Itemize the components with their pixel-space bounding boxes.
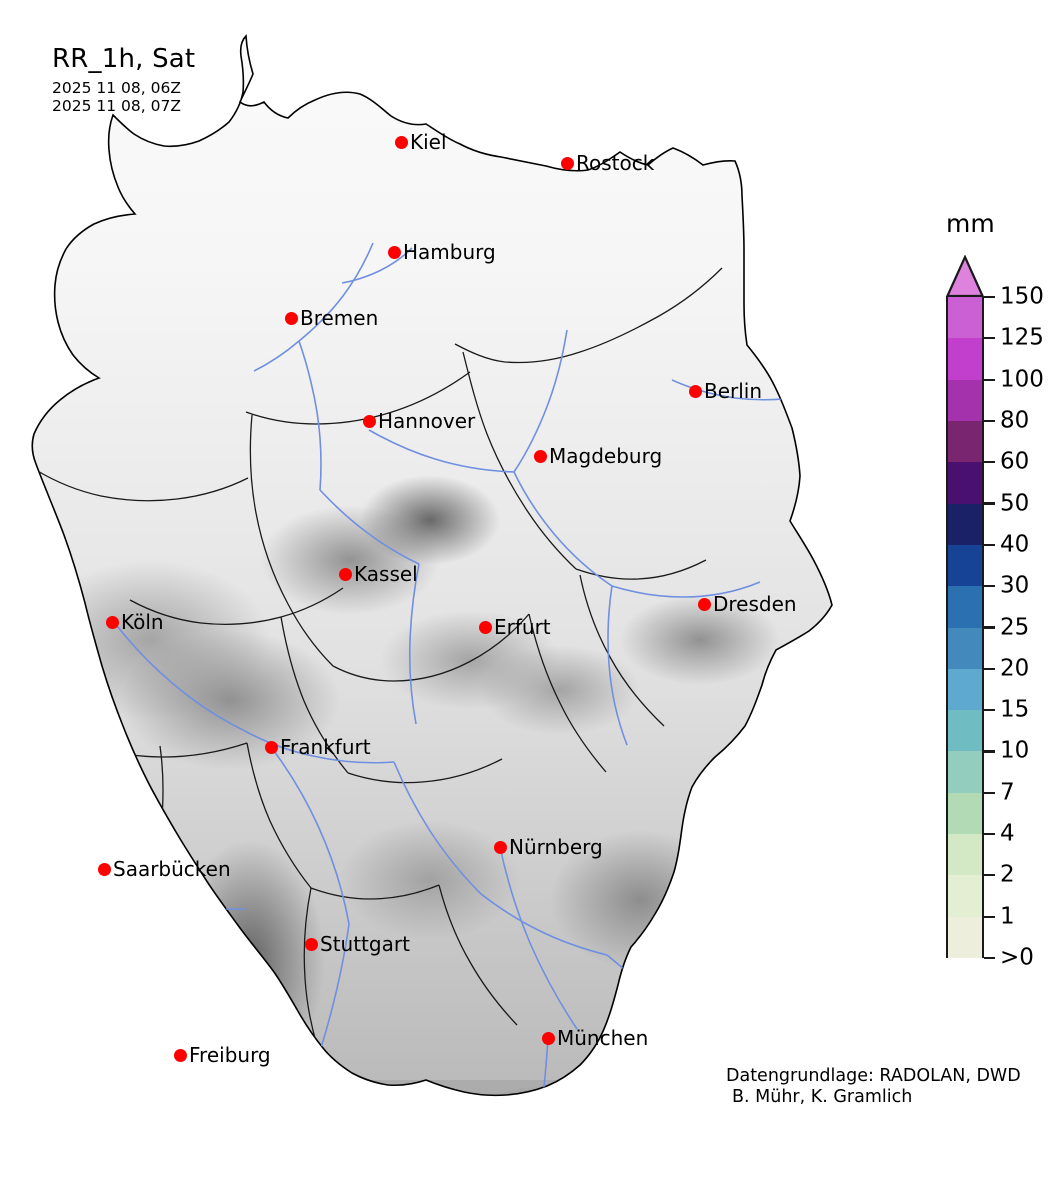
city-label: Bremen (300, 306, 379, 330)
colorbar-tick (984, 750, 995, 753)
city-label: Kiel (410, 130, 447, 154)
colorbar-tick-label: 1 (1000, 903, 1015, 930)
colorbar-tick (984, 832, 995, 836)
colorbar-tick-label: 50 (1000, 490, 1030, 517)
attribution-source: Datengrundlage: RADOLAN, DWD (726, 1066, 1021, 1086)
city-label: Frankfurt (280, 735, 371, 759)
colorbar-segment (948, 710, 982, 752)
colorbar-tick-label: 15 (1000, 696, 1030, 723)
colorbar-segment (948, 834, 982, 876)
city-label: Freiburg (189, 1043, 271, 1067)
colorbar-tick-label: 80 (1000, 407, 1030, 434)
city-label: Erfurt (494, 615, 551, 639)
colorbar-tick-label: 60 (1000, 448, 1030, 475)
city-dot-icon (394, 135, 408, 149)
germany-map-svg (31, 35, 833, 1097)
colorbar-tick (984, 874, 995, 877)
colorbar-segment (948, 751, 982, 793)
colorbar-tick-label: 125 (1000, 324, 1044, 351)
colorbar-tick-label: 25 (1000, 614, 1030, 640)
colorbar-over-arrow (946, 255, 984, 297)
colorbar-body (946, 255, 984, 958)
colorbar-segment (948, 916, 982, 958)
city-dot-icon (688, 384, 702, 398)
colorbar-segment (948, 379, 982, 421)
colorbar-tick (984, 419, 995, 423)
colorbar-tick (984, 915, 995, 918)
page-title: RR_1h, Sat (52, 44, 196, 74)
colorbar-segment (948, 792, 982, 835)
colorbar-tick-label: 20 (1000, 655, 1030, 682)
city-label: Stuttgart (320, 932, 410, 956)
colorbar-segment (948, 462, 982, 504)
colorbar-gradient (946, 297, 984, 958)
colorbar-segment (948, 627, 982, 669)
city-label: Nürnberg (509, 835, 603, 859)
colorbar-segment (948, 420, 982, 463)
colorbar-segment (948, 503, 982, 545)
city-dot-icon (387, 245, 401, 259)
colorbar-tick-label: 100 (1000, 366, 1044, 393)
colorbar-unit-label: mm (946, 209, 995, 238)
colorbar-tick-label: 2 (1000, 861, 1015, 888)
colorbar-tick (984, 295, 995, 299)
city-label: Magdeburg (549, 444, 663, 468)
colorbar-segment (948, 297, 982, 339)
city-dot-icon (338, 567, 352, 581)
city-dot-icon (97, 862, 111, 876)
colorbar-tick (984, 337, 995, 340)
city-dot-icon (478, 620, 492, 634)
colorbar-tick-label: 4 (1000, 820, 1015, 847)
city-dot-icon (362, 414, 376, 428)
city-dot-icon (304, 937, 318, 951)
city-dot-icon (697, 597, 711, 611)
colorbar-segment (948, 544, 982, 587)
attribution-authors: B. Mühr, K. Gramlich (732, 1087, 913, 1107)
colorbar-tick (984, 626, 995, 629)
colorbar-tick-label: 10 (1000, 737, 1030, 764)
city-dot-icon (105, 615, 119, 629)
colorbar-tick (984, 791, 995, 794)
colorbar-tick (984, 502, 995, 505)
city-label: Saarbücken (113, 857, 231, 881)
colorbar-segment (948, 586, 982, 628)
colorbar-segment (948, 875, 982, 917)
attribution: Datengrundlage: RADOLAN, DWD B. Mühr, K.… (726, 1066, 1021, 1108)
colorbar-tick (984, 667, 995, 670)
colorbar-tick (984, 585, 995, 588)
colorbar-tick-label: 40 (1000, 531, 1030, 558)
time-range: 2025 11 08, 06Z 2025 11 08, 07Z (52, 79, 195, 115)
colorbar-tick-label: 7 (1000, 779, 1015, 806)
time-from: 2025 11 08, 06Z (52, 79, 181, 97)
city-dot-icon (541, 1031, 555, 1045)
colorbar-tick (984, 461, 995, 464)
colorbar-tick (984, 378, 995, 381)
colorbar-segment (948, 668, 982, 711)
city-label: Köln (121, 610, 164, 634)
city-label: Hannover (378, 409, 476, 433)
city-label: Kassel (354, 562, 418, 586)
colorbar-tick-label: 150 (1000, 283, 1044, 310)
city-label: Rostock (576, 151, 655, 175)
colorbar-tick (984, 709, 995, 712)
colorbar-tick-label: 30 (1000, 572, 1030, 599)
city-label: Berlin (704, 379, 763, 403)
colorbar-tick (984, 543, 995, 546)
colorbar-tick (984, 956, 995, 960)
city-label: München (557, 1026, 649, 1050)
city-dot-icon (533, 449, 547, 463)
city-dot-icon (284, 311, 298, 325)
city-label: Dresden (713, 592, 797, 616)
colorbar-segment (948, 338, 982, 380)
city-dot-icon (264, 740, 278, 754)
map-canvas[interactable]: Kiel Rostock Hamburg Bremen Berlin Hannover Ma… (0, 0, 915, 1185)
title-block: RR_1h, Sat 2025 11 08, 06Z 2025 11 08, 0… (52, 44, 195, 115)
colorbar-tick-label: >0 (1000, 944, 1034, 971)
city-dot-icon (493, 840, 507, 854)
city-label: Hamburg (403, 240, 496, 264)
time-to: 2025 11 08, 07Z (52, 96, 181, 115)
city-dot-icon (173, 1048, 187, 1062)
city-dot-icon (560, 156, 574, 170)
